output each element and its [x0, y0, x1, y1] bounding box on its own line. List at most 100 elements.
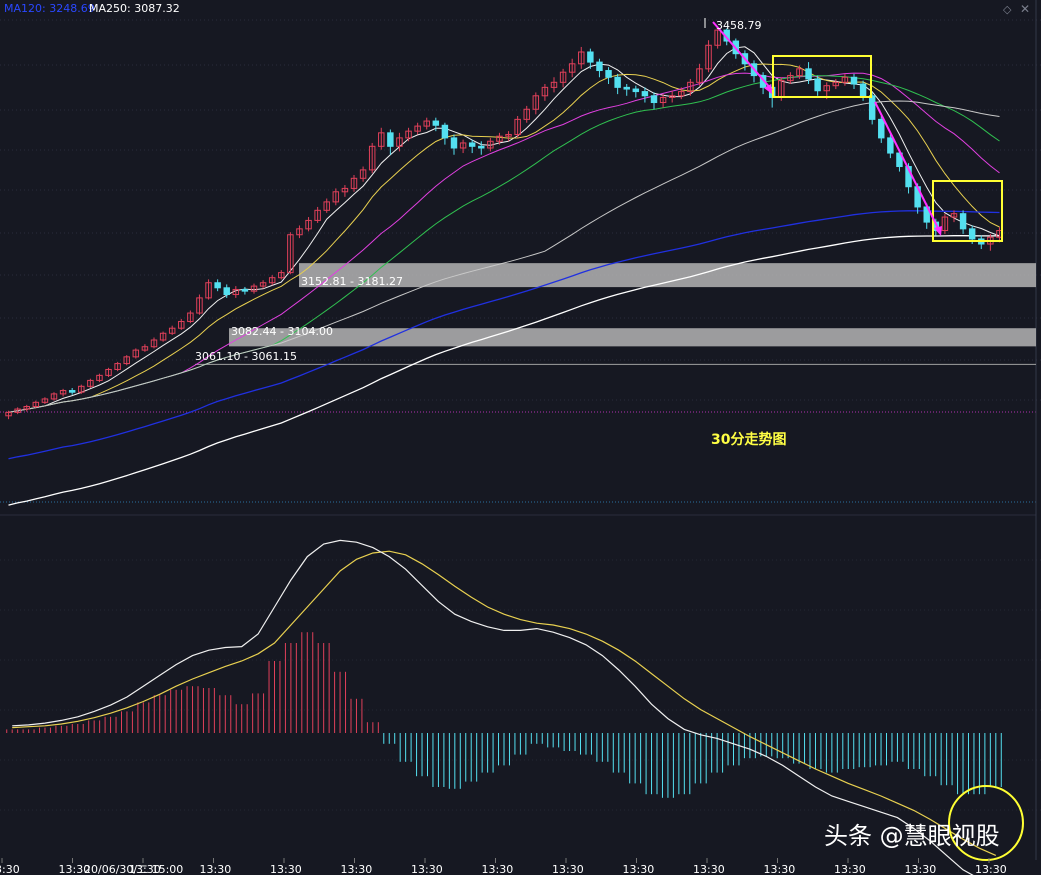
watermark: 头条 @慧眼视股	[824, 822, 1000, 850]
x-tick-label-0: 13:30	[0, 863, 20, 875]
candle-body	[514, 118, 521, 136]
diamond-icon[interactable]: ◇	[1003, 3, 1012, 16]
candle-body	[650, 95, 658, 104]
candle-35	[323, 198, 330, 213]
candle-body	[250, 285, 258, 292]
candle-2	[23, 404, 30, 412]
candle-48	[441, 122, 449, 145]
candle-63	[578, 46, 585, 69]
candle-body	[132, 349, 140, 358]
zone-band-2	[229, 328, 1036, 347]
consolidation-box-1	[772, 55, 872, 98]
candle-body	[414, 125, 421, 132]
x-tick-label-2: 13:30	[129, 863, 161, 875]
candle-13	[123, 355, 130, 366]
candle-body	[823, 85, 830, 92]
x-tick-label-14: 13:30	[975, 863, 1007, 875]
candle-29	[268, 275, 276, 286]
candle-body	[50, 393, 58, 400]
candle-103	[941, 213, 949, 234]
x-tick-label-12: 13:30	[834, 863, 866, 875]
down-arrow-2	[874, 101, 941, 233]
candle-body	[396, 137, 403, 147]
candle-3	[32, 400, 40, 409]
x-tick-label-1: 13:30	[59, 863, 91, 875]
candle-body	[568, 63, 576, 73]
candle-71	[650, 92, 658, 110]
candle-body	[614, 76, 621, 88]
x-tick-label-3: 13:30	[200, 863, 232, 875]
candle-body	[350, 177, 358, 189]
candle-body	[96, 374, 103, 381]
x-tick-label-6: 13:30	[411, 863, 443, 875]
candle-24	[223, 284, 230, 298]
candle-11	[105, 367, 112, 378]
candle-body	[196, 297, 203, 314]
candle-41	[378, 127, 385, 150]
x-axis: 13:30 13:30 13:30 13:30 13:30 13:30 13:30 13:30…	[0, 858, 1007, 875]
candle-body	[859, 83, 867, 97]
candle-25	[232, 286, 240, 298]
candle-body	[278, 272, 285, 279]
candle-body	[668, 95, 676, 98]
candle-18	[168, 325, 176, 335]
macd-panel	[6, 539, 1024, 875]
candle-body	[787, 75, 794, 82]
candle-27	[250, 283, 258, 294]
candle-44	[405, 127, 412, 142]
x-tick-label-10: 13:30	[693, 863, 725, 875]
candle-46	[423, 117, 430, 130]
candle-23	[214, 279, 221, 292]
candle-65	[596, 58, 603, 78]
candle-body	[814, 78, 821, 92]
candle-body	[705, 44, 712, 70]
zone2-label: 3082.44 - 3104.00	[231, 325, 333, 338]
close-icon[interactable]: ✕	[1020, 2, 1030, 16]
zone-band-1	[299, 263, 1036, 288]
candle-5	[50, 392, 58, 401]
candle-body	[832, 81, 840, 87]
candle-36	[332, 188, 340, 206]
candle-body	[596, 61, 603, 72]
candle-body	[305, 219, 312, 230]
candle-93	[850, 73, 858, 90]
candle-body	[241, 288, 249, 292]
down-arrow-2-head	[934, 226, 942, 236]
candle-body	[641, 91, 649, 97]
ma60-line	[8, 100, 1000, 413]
candle-39	[359, 166, 367, 182]
candle-89	[814, 75, 821, 96]
candle-body	[368, 145, 376, 171]
macd-dif-line	[12, 539, 974, 875]
x-tick-label-13: 13:30	[905, 863, 937, 875]
candle-body	[868, 95, 876, 120]
candle-body	[105, 368, 112, 376]
candle-17	[159, 331, 167, 342]
candle-6	[59, 388, 67, 397]
support-zones	[195, 263, 1036, 365]
candle-body	[87, 379, 94, 387]
candle-body	[23, 406, 30, 410]
candle-56	[514, 116, 521, 138]
candle-body	[432, 120, 440, 126]
zone3-label: 3061.10 - 3061.15	[195, 350, 297, 363]
candle-body	[468, 142, 476, 147]
candle-78	[714, 29, 721, 49]
candle-57	[523, 105, 530, 123]
candle-92	[841, 73, 849, 86]
candle-77	[705, 40, 712, 73]
candle-75	[687, 78, 694, 96]
candle-45	[414, 122, 421, 135]
candle-body	[14, 408, 21, 413]
candle-66	[605, 67, 612, 84]
candle-body	[632, 88, 640, 93]
candle-10	[96, 373, 103, 383]
candle-58	[532, 92, 540, 115]
candle-55	[505, 131, 512, 142]
candle-32	[296, 225, 303, 239]
candle-body	[114, 363, 121, 370]
highlight-circle	[948, 785, 1024, 861]
candle-body	[796, 68, 803, 77]
